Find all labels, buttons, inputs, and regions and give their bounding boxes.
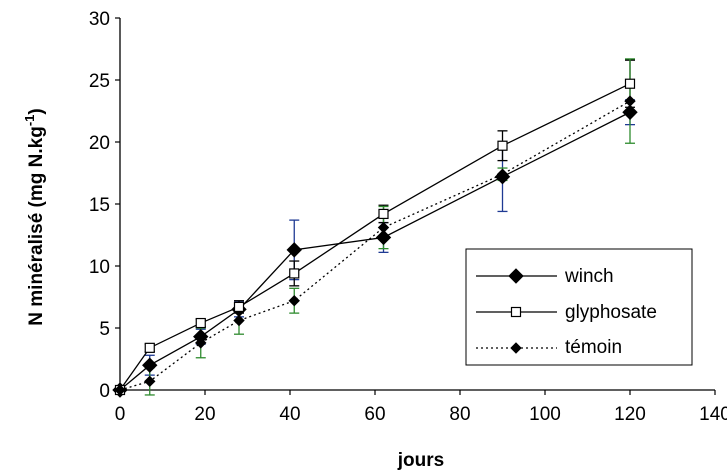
series-line-winch bbox=[119, 111, 631, 391]
data-point-temoin bbox=[496, 168, 509, 180]
y-tick-label: 10 bbox=[89, 257, 110, 278]
y-axis-title-close: ) bbox=[26, 108, 47, 114]
data-point-temoin bbox=[288, 295, 300, 307]
x-tick-label: 20 bbox=[194, 404, 215, 425]
data-point-winch bbox=[142, 357, 158, 373]
legend-label-temoin: témoin bbox=[565, 337, 622, 358]
tick-labels: 0 5 10 15 20 25 30 0 20 40 60 80 100 120 140 bbox=[89, 9, 727, 425]
x-tick-label: 120 bbox=[614, 404, 646, 425]
y-tick-label: 20 bbox=[89, 133, 110, 154]
data-point-glyphosate bbox=[378, 208, 389, 220]
y-axis-title-main: N minéralisé (mg N.kg bbox=[26, 126, 47, 326]
data-point-temoin bbox=[195, 337, 207, 349]
data-point-temoin bbox=[144, 375, 156, 388]
y-tick-label: 0 bbox=[99, 381, 110, 402]
x-tick-label: 60 bbox=[364, 404, 385, 425]
x-axis-title: jours bbox=[397, 450, 444, 471]
y-axis-title-superscript: -1 bbox=[22, 115, 37, 127]
data-point-temoin bbox=[624, 95, 636, 107]
series-markers bbox=[112, 78, 638, 398]
x-tick-label: 100 bbox=[529, 404, 561, 425]
y-tick-label: 25 bbox=[89, 71, 110, 92]
y-tick-label: 15 bbox=[89, 195, 110, 216]
data-point-winch bbox=[286, 242, 302, 258]
data-point-glyphosate bbox=[289, 268, 300, 279]
legend-marker-glyphosate bbox=[510, 306, 522, 318]
legend: winch glyphosate témoin bbox=[465, 248, 693, 366]
series-lines bbox=[119, 83, 631, 391]
data-point-temoin bbox=[233, 314, 245, 327]
x-tick-label: 40 bbox=[279, 404, 300, 425]
data-point-winch bbox=[622, 104, 638, 120]
x-tick-label: 0 bbox=[115, 404, 126, 425]
x-tick-label: 80 bbox=[449, 404, 470, 425]
data-point-glyphosate bbox=[195, 317, 206, 329]
x-tick-label: 140 bbox=[699, 404, 727, 425]
data-point-glyphosate bbox=[233, 301, 245, 313]
legend-marker-temoin bbox=[510, 342, 522, 354]
legend-label-glyphosate: glyphosate bbox=[565, 302, 657, 323]
axes bbox=[115, 17, 716, 395]
y-axis-title: N minéralisé (mg N.kg-1) bbox=[22, 108, 47, 325]
series-line-temoin bbox=[119, 100, 631, 391]
data-point-glyphosate bbox=[144, 342, 155, 353]
y-tick-label: 5 bbox=[99, 319, 110, 340]
series-line-glyphosate bbox=[119, 83, 631, 391]
data-point-winch bbox=[375, 229, 392, 246]
data-point-temoin bbox=[377, 221, 390, 234]
legend-items bbox=[476, 268, 557, 354]
data-point-glyphosate bbox=[497, 140, 508, 151]
y-tick-label: 30 bbox=[89, 9, 110, 30]
legend-box bbox=[465, 248, 693, 366]
legend-label-winch: winch bbox=[564, 266, 614, 287]
data-point-glyphosate bbox=[624, 78, 636, 89]
legend-marker-winch bbox=[508, 268, 524, 284]
data-point-temoin bbox=[114, 384, 126, 396]
